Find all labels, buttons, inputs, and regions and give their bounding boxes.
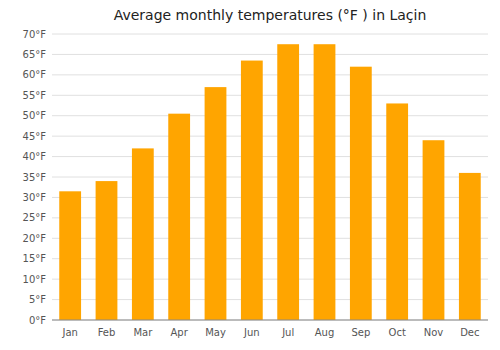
title: Average monthly temperatures (°F ) in La…	[114, 7, 427, 23]
bar	[59, 191, 81, 320]
bar	[241, 61, 263, 320]
chart: Average monthly temperatures (°F ) in La…	[0, 0, 500, 350]
bar	[277, 44, 299, 320]
bars	[59, 44, 480, 320]
bar	[168, 114, 190, 320]
y-tick-label: 50°F	[23, 110, 47, 121]
x-tick-label: Jul	[281, 327, 294, 338]
grid	[52, 34, 488, 320]
y-tick-label: 55°F	[23, 90, 47, 101]
grid-line	[52, 115, 488, 116]
x-tick-label: May	[205, 327, 226, 338]
y-tick-label: 25°F	[23, 212, 47, 223]
grid-line	[52, 320, 488, 321]
y-tick-label: 65°F	[23, 49, 47, 60]
x-tick-label: Nov	[424, 327, 444, 338]
bar	[423, 140, 445, 320]
x-tick-label: Jun	[243, 327, 260, 338]
bar	[459, 173, 481, 320]
chart-container: Average monthly temperatures (°F ) in La…	[0, 0, 500, 350]
x-tick-label: Sep	[351, 327, 370, 338]
y-tick-label: 40°F	[23, 151, 47, 162]
y-tick-label: 70°F	[23, 29, 47, 40]
y-tick-label: 0°F	[29, 315, 46, 326]
x-tick-label: Aug	[315, 327, 335, 338]
x-tick-label: Oct	[389, 327, 406, 338]
y-tick-label: 20°F	[23, 233, 47, 244]
x-tick-label: Jan	[61, 327, 77, 338]
y-tick-label: 5°F	[29, 294, 46, 305]
bar	[386, 103, 408, 320]
x-tick-label: Dec	[460, 327, 479, 338]
grid-line	[52, 136, 488, 137]
y-tick-label: 10°F	[23, 274, 47, 285]
x-axis	[52, 320, 488, 321]
grid-line	[52, 95, 488, 96]
y-tick-label: 60°F	[23, 69, 47, 80]
y-tick-label: 30°F	[23, 192, 47, 203]
bar	[350, 67, 372, 320]
y-tick-label: 15°F	[23, 253, 47, 264]
y-tick-label: 35°F	[23, 172, 47, 183]
bar	[314, 44, 336, 320]
grid-line	[52, 74, 488, 75]
x-tick-label: Feb	[98, 327, 116, 338]
y-tick-label: 45°F	[23, 131, 47, 142]
bar	[96, 181, 118, 320]
grid-line	[52, 34, 488, 35]
x-tick-label: Mar	[133, 327, 153, 338]
bar	[132, 148, 154, 320]
grid-line	[52, 54, 488, 55]
x-tick-label: Apr	[171, 327, 189, 338]
bar	[205, 87, 227, 320]
